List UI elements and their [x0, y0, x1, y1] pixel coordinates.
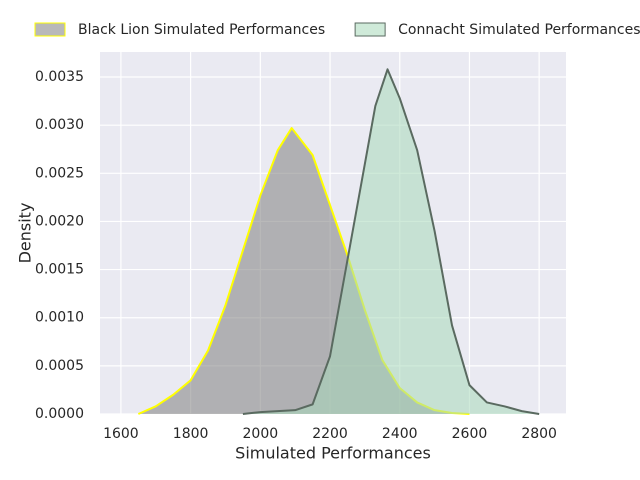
y-tick-label: 0.0000 — [35, 406, 84, 422]
density-area — [138, 128, 470, 414]
density-area — [242, 69, 540, 415]
y-axis-label: Density — [16, 203, 35, 264]
x-tick-label: 2600 — [452, 426, 488, 442]
legend-swatch — [354, 22, 386, 37]
x-tick-label: 2000 — [243, 426, 279, 442]
x-tick-label: 2200 — [312, 426, 348, 442]
legend-label: Connacht Simulated Performances — [398, 22, 640, 38]
y-tick-label: 0.0020 — [35, 213, 84, 229]
x-tick-label: 2400 — [382, 426, 418, 442]
y-tick-label: 0.0035 — [35, 69, 84, 85]
y-tick-label: 0.0030 — [35, 117, 84, 133]
legend-label: Black Lion Simulated Performances — [78, 22, 325, 38]
y-tick-label: 0.0005 — [35, 358, 84, 374]
density-line — [242, 68, 540, 415]
x-tick-label: 1800 — [173, 426, 209, 442]
y-tick-label: 0.0025 — [35, 165, 84, 181]
x-axis-label: Simulated Performances — [235, 444, 431, 463]
x-tick-label: 2800 — [521, 426, 557, 442]
y-tick-label: 0.0010 — [35, 310, 84, 326]
x-tick-label: 1600 — [103, 426, 139, 442]
legend-swatch — [34, 22, 66, 37]
y-tick-label: 0.0015 — [35, 262, 84, 278]
